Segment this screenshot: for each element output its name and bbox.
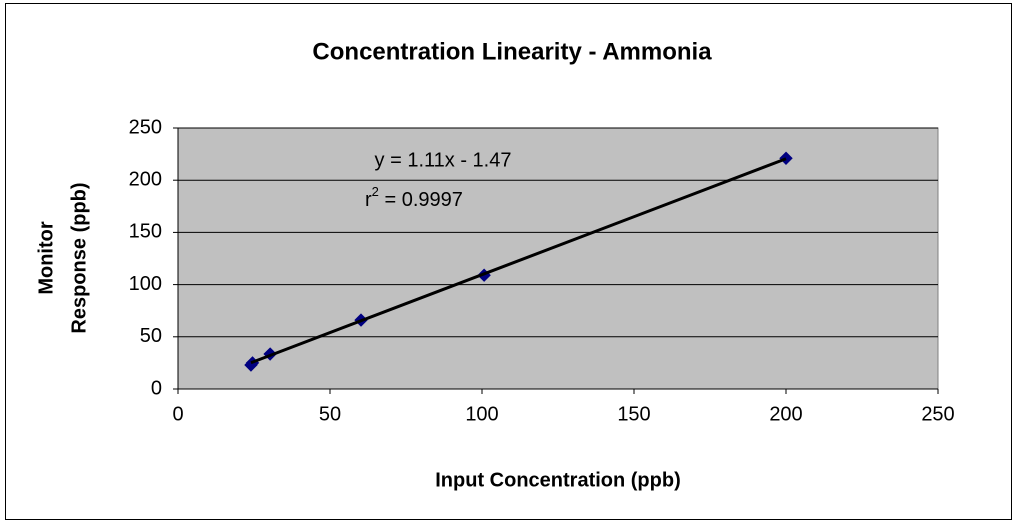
y-axis-title: Monitor [35,221,57,295]
y-tick-label: 250 [129,116,162,138]
x-axis-title: Input Concentration (ppb) [435,469,681,491]
x-tick-label: 150 [617,403,650,425]
y-tick-label: 150 [129,221,162,243]
x-tick-label: 50 [319,403,341,425]
r-squared: r2 = 0.9997 [365,184,463,211]
x-tick-label: 0 [172,403,183,425]
chart-title: Concentration Linearity - Ammonia [312,38,712,65]
trendline-equation: y = 1.11x - 1.47 [375,149,512,171]
y-tick-label: 50 [140,325,162,347]
r-squared-label: = 0.9997 [379,189,463,211]
trendline [250,157,787,365]
plot-area [177,127,939,390]
y-tick-label: 100 [129,273,162,295]
y-tick-label: 200 [129,168,162,190]
x-tick-label: 100 [465,403,498,425]
y-tick-label: 0 [151,377,162,399]
x-tick-label: 200 [769,403,802,425]
x-tick-label: 250 [921,403,954,425]
r-squared-label: r [365,189,372,211]
r-squared-label: 2 [372,184,379,199]
y-axis-title: Response (ppb) [68,182,90,333]
